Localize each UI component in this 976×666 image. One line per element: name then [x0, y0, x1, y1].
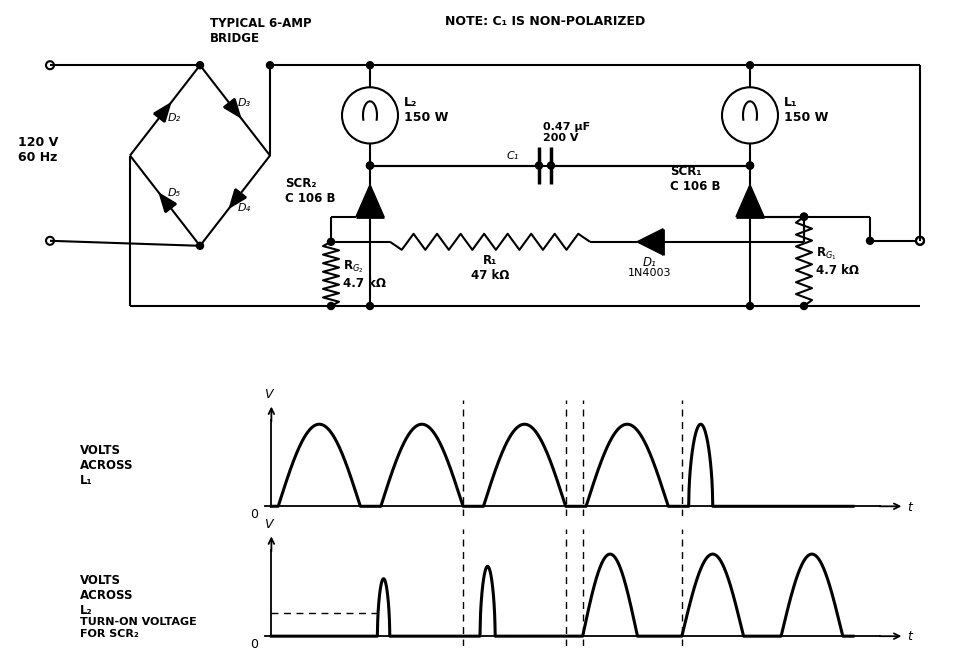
Circle shape: [747, 162, 753, 169]
Polygon shape: [229, 189, 246, 208]
Circle shape: [800, 213, 807, 220]
Text: 0.47 μF
200 V: 0.47 μF 200 V: [543, 122, 590, 143]
Polygon shape: [224, 99, 240, 117]
Circle shape: [367, 302, 374, 310]
Circle shape: [747, 62, 753, 69]
Text: D₂: D₂: [168, 113, 181, 123]
Text: SCR₂
C 106 B: SCR₂ C 106 B: [285, 176, 336, 204]
Polygon shape: [637, 228, 663, 255]
Text: t: t: [908, 501, 913, 513]
Polygon shape: [356, 184, 384, 216]
Circle shape: [367, 162, 374, 169]
Text: C₁: C₁: [507, 151, 519, 161]
Text: R₁
47 kΩ: R₁ 47 kΩ: [470, 254, 509, 282]
Circle shape: [548, 162, 554, 169]
Polygon shape: [159, 194, 176, 212]
Text: D₃: D₃: [238, 98, 251, 108]
Text: 0: 0: [250, 508, 259, 521]
Text: t: t: [908, 631, 913, 643]
Circle shape: [800, 302, 807, 310]
Circle shape: [266, 62, 273, 69]
Circle shape: [367, 162, 374, 169]
Circle shape: [536, 162, 543, 169]
Polygon shape: [736, 184, 764, 216]
Circle shape: [328, 302, 335, 310]
Text: TYPICAL 6-AMP
BRIDGE: TYPICAL 6-AMP BRIDGE: [210, 17, 311, 45]
Circle shape: [196, 62, 204, 69]
Text: 1N4003: 1N4003: [629, 268, 671, 278]
Text: VOLTS
ACROSS
L₁: VOLTS ACROSS L₁: [80, 444, 134, 487]
Text: L₁
150 W: L₁ 150 W: [784, 97, 829, 125]
Text: V: V: [264, 518, 272, 531]
Circle shape: [747, 302, 753, 310]
Text: 120 V
60 Hz: 120 V 60 Hz: [18, 137, 59, 165]
Text: D₄: D₄: [238, 203, 251, 213]
Text: VOLTS
ACROSS
L₂: VOLTS ACROSS L₂: [80, 573, 134, 617]
Text: L₂
150 W: L₂ 150 W: [404, 97, 448, 125]
Text: TURN-ON VOLTAGE
FOR SCR₂: TURN-ON VOLTAGE FOR SCR₂: [80, 617, 196, 639]
Circle shape: [747, 162, 753, 169]
Circle shape: [800, 213, 807, 220]
Text: V: V: [264, 388, 272, 401]
Text: R$_{G_1}$
4.7 kΩ: R$_{G_1}$ 4.7 kΩ: [816, 246, 859, 277]
Circle shape: [196, 242, 204, 249]
Polygon shape: [154, 103, 171, 122]
Text: D₅: D₅: [168, 188, 181, 198]
Text: R$_{G_2}$
4.7 kΩ: R$_{G_2}$ 4.7 kΩ: [343, 258, 386, 290]
Text: 0: 0: [250, 638, 259, 651]
Circle shape: [367, 62, 374, 69]
Circle shape: [867, 237, 874, 244]
Circle shape: [328, 238, 335, 245]
Text: D₁: D₁: [643, 256, 657, 269]
Text: NOTE: C₁ IS NON-POLARIZED: NOTE: C₁ IS NON-POLARIZED: [445, 15, 645, 28]
Text: SCR₁
C 106 B: SCR₁ C 106 B: [670, 165, 720, 192]
